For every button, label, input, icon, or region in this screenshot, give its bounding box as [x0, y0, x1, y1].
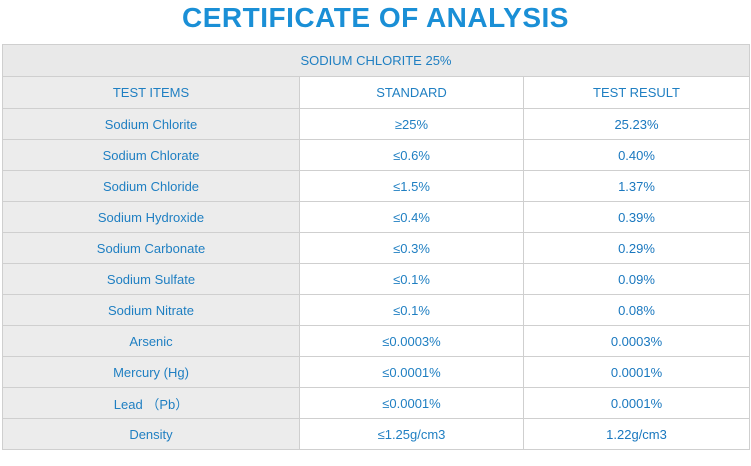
product-name: SODIUM CHLORITE 25% — [1, 44, 751, 77]
standard-cell: ≤0.0003% — [299, 325, 524, 357]
result-cell: 25.23% — [522, 108, 751, 140]
test-item-cell: Mercury (Hg) — [2, 356, 300, 388]
test-item-cell: Sodium Chlorite — [2, 108, 300, 140]
table-row: Sodium Sulfate ≤0.1% 0.09% — [2, 263, 751, 295]
result-cell: 0.0001% — [522, 387, 751, 419]
table-row: Mercury (Hg) ≤0.0001% 0.0001% — [2, 356, 751, 388]
result-cell: 0.0003% — [522, 325, 751, 357]
standard-cell: ≤0.0001% — [299, 387, 524, 419]
test-item-cell: Density — [2, 418, 300, 450]
table-row: Sodium Chlorate ≤0.6% 0.40% — [2, 139, 751, 171]
result-cell: 1.37% — [522, 170, 751, 202]
analysis-table: SODIUM CHLORITE 25% TEST ITEMS STANDARD … — [1, 44, 751, 450]
result-cell: 0.29% — [522, 232, 751, 264]
table-row: Sodium Chloride ≤1.5% 1.37% — [2, 170, 751, 202]
test-item-cell: Sodium Sulfate — [2, 263, 300, 295]
result-cell: 1.22g/cm3 — [522, 418, 751, 450]
header-test-result: TEST RESULT — [522, 76, 751, 109]
header-row: TEST ITEMS STANDARD TEST RESULT — [2, 76, 751, 109]
test-item-cell: Sodium Chlorate — [2, 139, 300, 171]
product-caption-row: SODIUM CHLORITE 25% — [1, 44, 751, 77]
test-item-cell: Arsenic — [2, 325, 300, 357]
table-row: Density ≤1.25g/cm3 1.22g/cm3 — [2, 418, 751, 450]
standard-cell: ≤0.4% — [299, 201, 524, 233]
test-item-cell: Lead （Pb） — [2, 387, 300, 419]
table-row: Sodium Hydroxide ≤0.4% 0.39% — [2, 201, 751, 233]
table-row: Arsenic ≤0.0003% 0.0003% — [2, 325, 751, 357]
standard-cell: ≤1.5% — [299, 170, 524, 202]
result-cell: 0.40% — [522, 139, 751, 171]
test-item-cell: Sodium Carbonate — [2, 232, 300, 264]
standard-cell: ≤0.3% — [299, 232, 524, 264]
result-cell: 0.0001% — [522, 356, 751, 388]
table-row: Lead （Pb） ≤0.0001% 0.0001% — [2, 387, 751, 419]
test-item-cell: Sodium Nitrate — [2, 294, 300, 326]
table-row: Sodium Chlorite ≥25% 25.23% — [2, 108, 751, 140]
table-row: Sodium Nitrate ≤0.1% 0.08% — [2, 294, 751, 326]
standard-cell: ≤0.1% — [299, 294, 524, 326]
standard-cell: ≥25% — [299, 108, 524, 140]
page-title: CERTIFICATE OF ANALYSIS — [182, 2, 569, 33]
standard-cell: ≤0.0001% — [299, 356, 524, 388]
standard-cell: ≤1.25g/cm3 — [299, 418, 524, 450]
test-item-cell: Sodium Chloride — [2, 170, 300, 202]
header-standard: STANDARD — [299, 76, 524, 109]
table-row: Sodium Carbonate ≤0.3% 0.29% — [2, 232, 751, 264]
standard-cell: ≤0.6% — [299, 139, 524, 171]
result-cell: 0.09% — [522, 263, 751, 295]
standard-cell: ≤0.1% — [299, 263, 524, 295]
result-cell: 0.08% — [522, 294, 751, 326]
result-cell: 0.39% — [522, 201, 751, 233]
test-item-cell: Sodium Hydroxide — [2, 201, 300, 233]
header-test-items: TEST ITEMS — [2, 76, 300, 109]
